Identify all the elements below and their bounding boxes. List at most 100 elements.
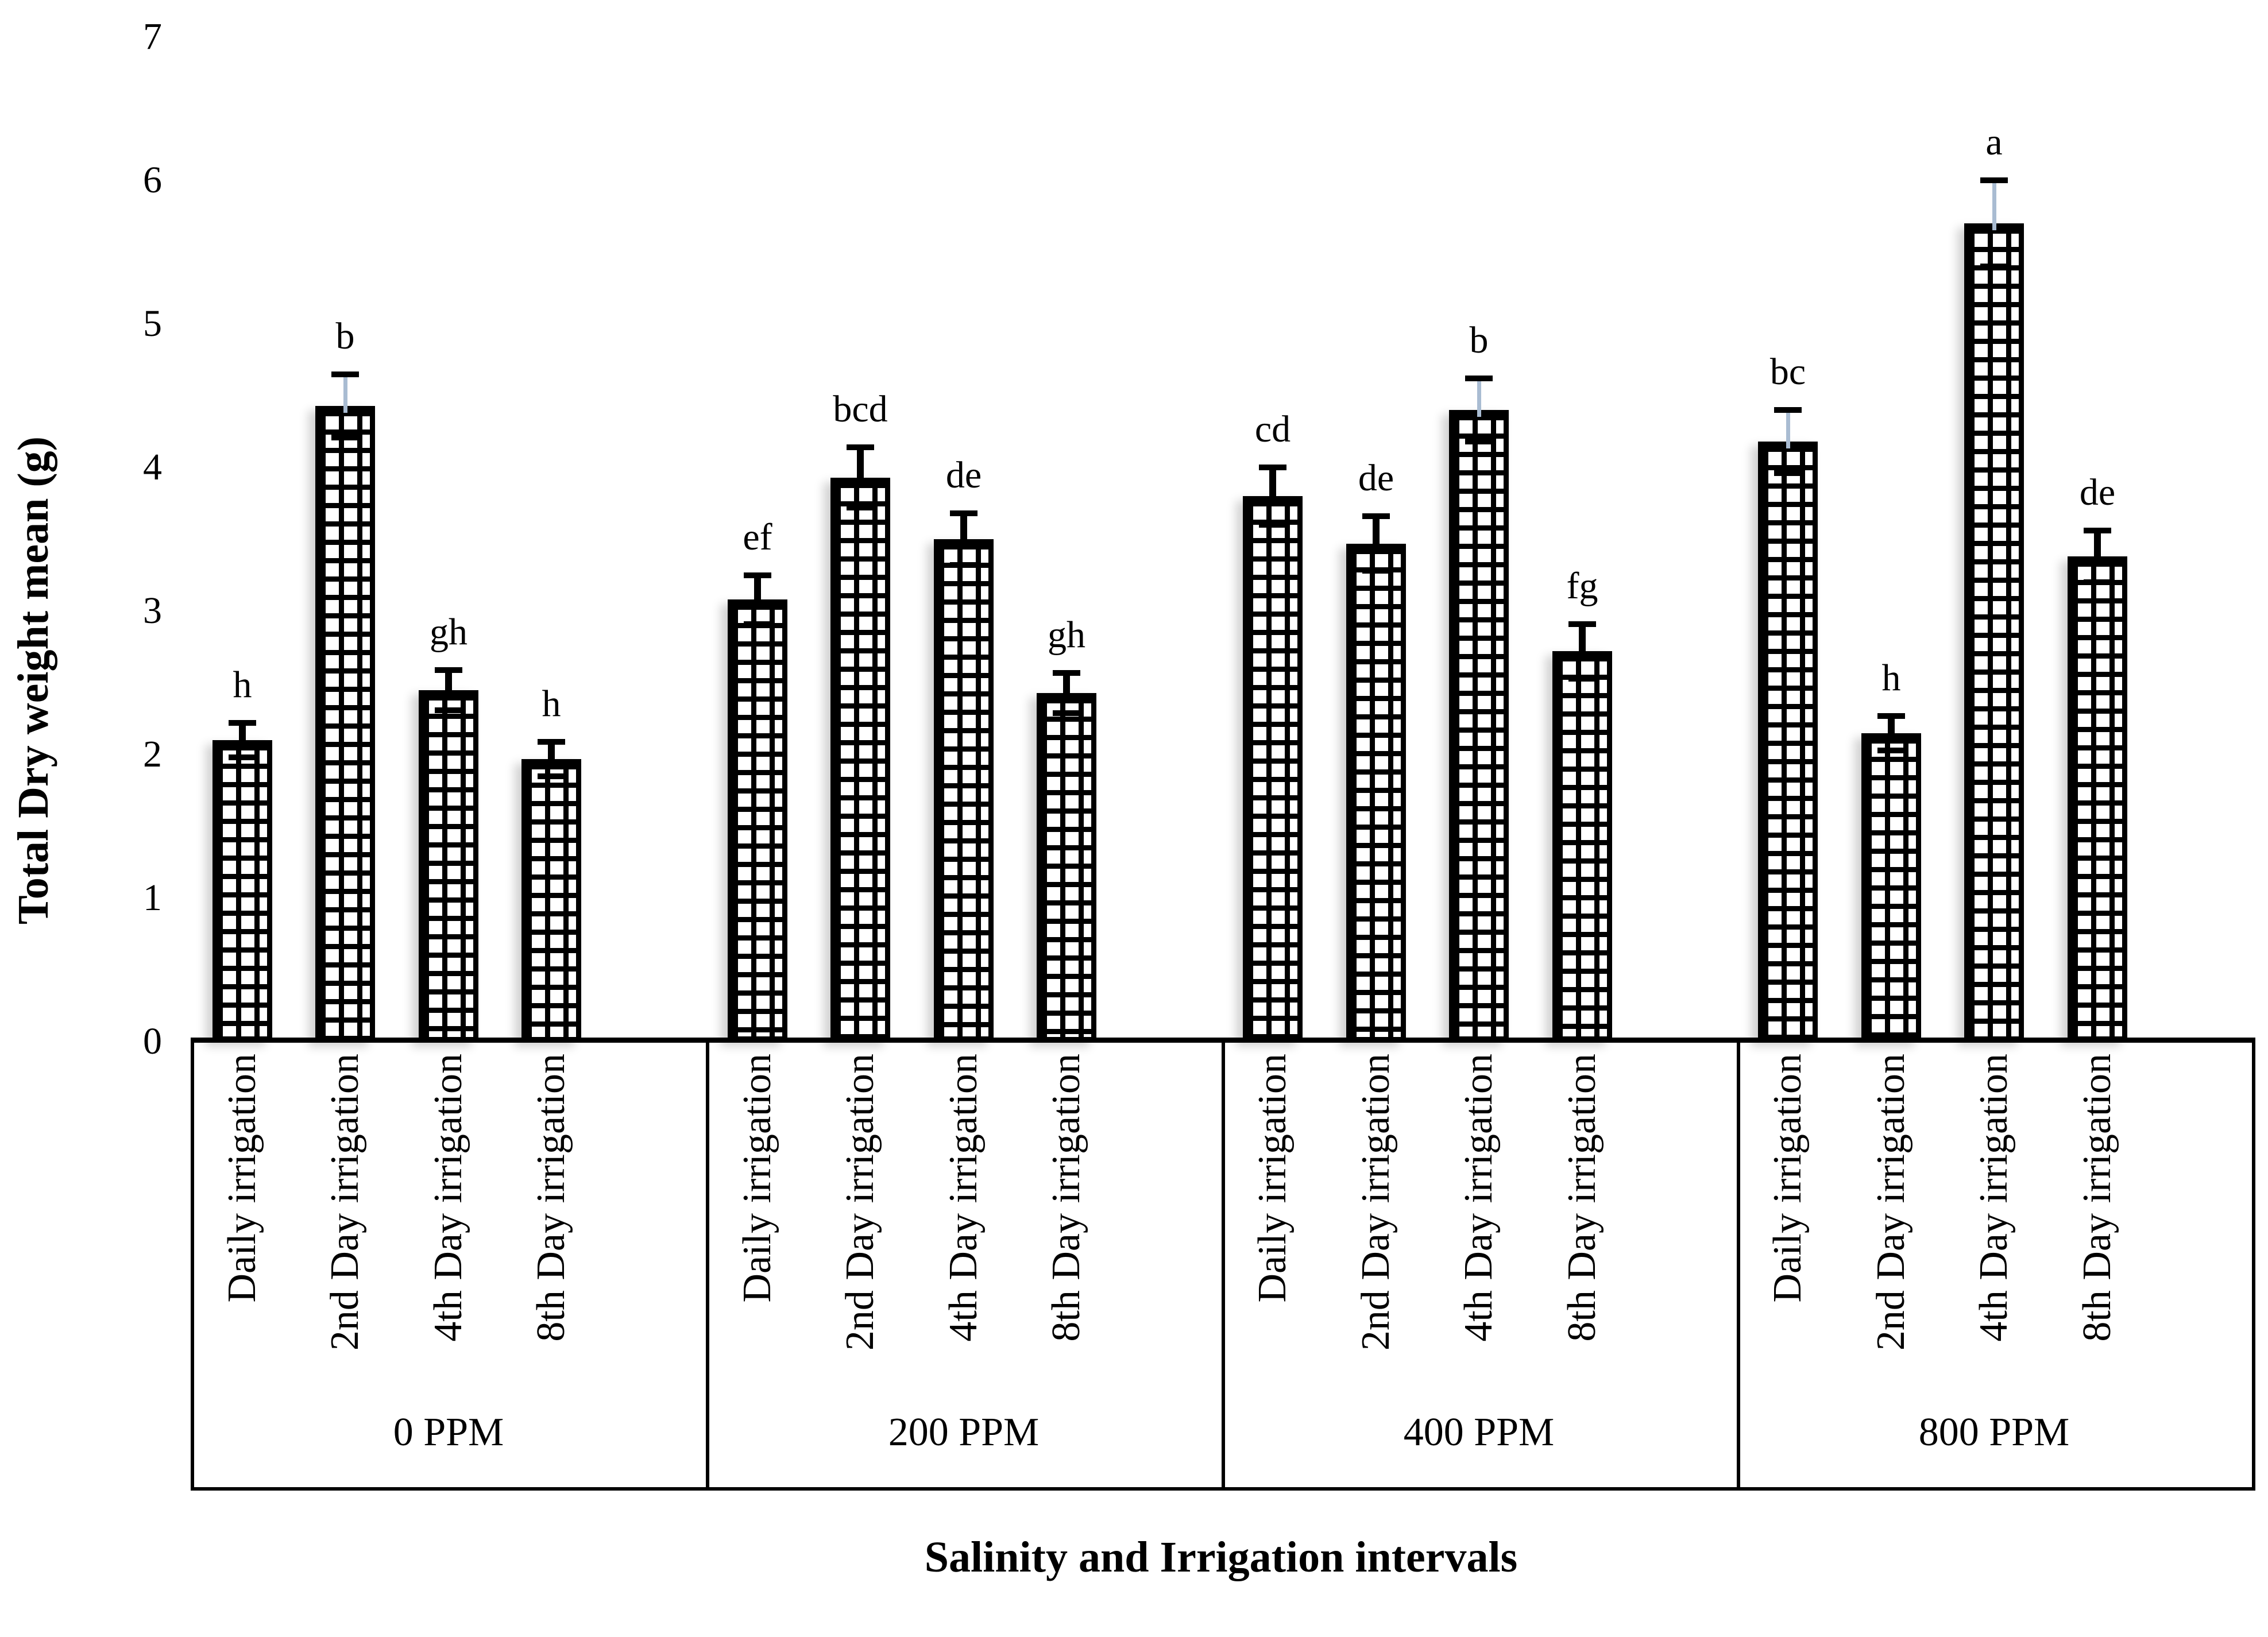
error-bar-whisker — [343, 377, 347, 413]
category-box-left-border — [191, 1042, 194, 1487]
y-tick-label: 2 — [143, 733, 162, 775]
error-bar-bottom-cap — [1259, 522, 1286, 528]
error-bar-whisker — [754, 578, 761, 607]
bar — [1552, 651, 1612, 1042]
error-bar-top-cap — [229, 720, 256, 726]
y-tick-label: 6 — [143, 159, 162, 201]
error-bar-whisker — [1579, 627, 1586, 659]
category-label: 8th Day irrigation — [529, 1054, 573, 1342]
group-label: 400 PPM — [1403, 1410, 1555, 1454]
bar — [521, 759, 581, 1042]
error-bar-bottom-cap — [744, 621, 771, 627]
x-axis-title: Salinity and Irrigation intervals — [924, 1533, 1518, 1581]
category-label: 8th Day irrigation — [1560, 1054, 1604, 1342]
group-label: 200 PPM — [888, 1410, 1040, 1454]
significance-letter: gh — [1048, 614, 1085, 656]
error-bar-whisker — [1373, 519, 1380, 551]
category-label: 4th Day irrigation — [426, 1054, 470, 1342]
category-box-right-border — [2252, 1042, 2255, 1487]
error-bar-bottom-cap — [435, 707, 462, 713]
y-tick-label: 3 — [143, 590, 162, 632]
y-tick-label: 0 — [143, 1020, 162, 1062]
category-label: 8th Day irrigation — [2075, 1054, 2119, 1342]
error-bar-whisker — [1786, 413, 1790, 448]
error-bar-bottom-cap — [2084, 579, 2111, 585]
significance-letter: h — [233, 664, 252, 706]
error-bar-bottom-cap — [1362, 568, 1390, 574]
category-box-divider — [1222, 1042, 1225, 1487]
error-bar-whisker — [2094, 533, 2101, 563]
error-bar-whisker — [1063, 676, 1070, 700]
bar — [1243, 496, 1303, 1042]
error-bar-top-cap — [435, 667, 462, 673]
error-bar-top-cap — [1259, 465, 1286, 470]
bar — [212, 740, 272, 1042]
category-box-divider — [706, 1042, 709, 1487]
category-label: 4th Day irrigation — [941, 1054, 986, 1342]
error-bar-whisker — [1269, 470, 1276, 503]
bar — [1758, 442, 1818, 1042]
error-bar-whisker — [960, 516, 967, 546]
error-bar-top-cap — [744, 572, 771, 578]
group-label: 0 PPM — [393, 1410, 504, 1454]
error-bar-bottom-cap — [1774, 470, 1802, 476]
error-bar-whisker — [1888, 719, 1895, 740]
error-bar-top-cap — [1362, 513, 1390, 519]
error-bar-bottom-cap — [1980, 264, 2008, 269]
error-bar-bottom-cap — [1877, 748, 1905, 753]
error-bar-top-cap — [538, 739, 565, 745]
error-bar-top-cap — [1053, 670, 1080, 676]
error-bar-whisker — [445, 673, 452, 697]
error-bar-bottom-cap — [1053, 710, 1080, 716]
y-tick-label: 1 — [143, 877, 162, 919]
error-bar-bottom-cap — [1465, 439, 1493, 444]
bar — [1037, 693, 1096, 1042]
error-bar-whisker — [1992, 183, 1996, 230]
bar — [315, 406, 375, 1042]
bar — [2068, 556, 2127, 1042]
error-bar-whisker — [1477, 381, 1481, 417]
category-label: 8th Day irrigation — [1044, 1054, 1088, 1342]
bar — [1346, 544, 1406, 1042]
y-tick-label: 5 — [143, 303, 162, 345]
error-bar-top-cap — [1774, 407, 1802, 413]
error-bar-bottom-cap — [538, 773, 565, 779]
bar — [728, 599, 787, 1042]
category-label: 4th Day irrigation — [1456, 1054, 1501, 1342]
error-bar-whisker — [548, 745, 555, 766]
category-label: Daily irrigation — [1250, 1054, 1295, 1303]
significance-letter: de — [945, 454, 982, 496]
significance-letter: bc — [1769, 351, 1806, 393]
error-bar-bottom-cap — [1568, 676, 1596, 682]
bar — [934, 539, 994, 1042]
error-bar-top-cap — [847, 444, 874, 450]
error-bar-top-cap — [1465, 376, 1493, 381]
bar — [1964, 223, 2024, 1042]
error-bar-bottom-cap — [950, 562, 977, 568]
error-bar-top-cap — [1980, 177, 2008, 183]
y-tick-label: 4 — [143, 446, 162, 488]
category-box-divider — [1737, 1042, 1740, 1487]
error-bar-top-cap — [1877, 713, 1905, 719]
significance-letter: bcd — [833, 388, 888, 430]
category-label: Daily irrigation — [220, 1054, 264, 1303]
significance-letter: de — [1358, 457, 1394, 499]
bar — [1861, 733, 1921, 1042]
x-axis-line — [191, 1038, 2255, 1043]
error-bar-top-cap — [331, 371, 359, 377]
category-label: 2nd Day irrigation — [1869, 1054, 1913, 1351]
category-label: Daily irrigation — [1765, 1054, 1810, 1303]
error-bar-bottom-cap — [331, 435, 359, 440]
significance-letter: ef — [743, 516, 772, 558]
significance-letter: h — [1881, 657, 1901, 699]
significance-letter: b — [335, 315, 355, 357]
significance-letter: gh — [430, 611, 467, 653]
category-label: Daily irrigation — [735, 1054, 779, 1303]
error-bar-top-cap — [950, 510, 977, 516]
bar — [1449, 410, 1509, 1042]
category-label: 4th Day irrigation — [1972, 1054, 2016, 1342]
significance-letter: h — [542, 683, 561, 725]
bar — [830, 478, 890, 1042]
error-bar-top-cap — [1568, 621, 1596, 627]
